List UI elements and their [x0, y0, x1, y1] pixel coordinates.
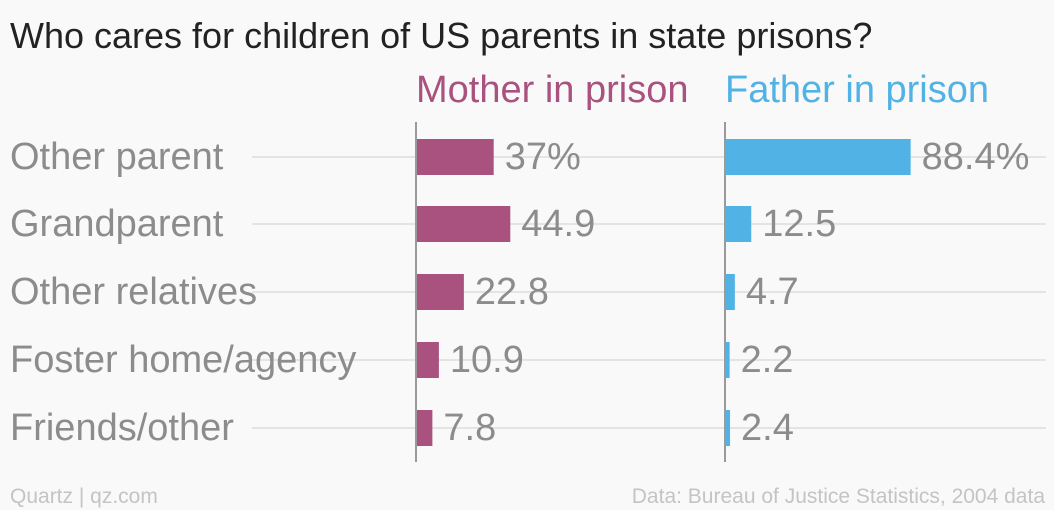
bar-father-in-prison-other-relatives — [725, 274, 735, 310]
bar-mother-in-prison-other-relatives — [416, 274, 464, 310]
bar-mother-in-prison-foster-home-agency — [416, 342, 439, 378]
value-label-mother-in-prison-grandparent: 44.9 — [521, 203, 595, 245]
bar-mother-in-prison-grandparent — [416, 206, 511, 242]
value-label-father-in-prison-grandparent: 12.5 — [762, 203, 836, 245]
panel-mother: Mother in prison 37% 44.9 22.8 10.9 7.8 — [415, 69, 688, 462]
category-label-friends-other: Friends/other — [10, 407, 234, 449]
panel-father: Father in prison 88.4% 12.5 4.7 2.2 2.4 — [724, 69, 1030, 462]
value-label-father-in-prison-friends-other: 2.4 — [741, 407, 794, 449]
value-label-mother-in-prison-friends-other: 7.8 — [443, 407, 496, 449]
bar-father-in-prison-foster-home-agency — [725, 342, 730, 378]
category-label-other-parent: Other parent — [10, 136, 224, 178]
bar-father-in-prison-grandparent — [725, 206, 752, 242]
category-label-grandparent: Grandparent — [10, 203, 224, 245]
panel-title-mother-in-prison: Mother in prison — [416, 69, 688, 111]
category-label-foster-home-agency: Foster home/agency — [10, 339, 356, 381]
value-label-father-in-prison-other-parent: 88.4% — [922, 136, 1030, 178]
value-label-mother-in-prison-other-relatives: 22.8 — [475, 271, 549, 313]
gridlines — [252, 156, 1046, 429]
footer-source-right: Data: Bureau of Justice Statistics, 2004… — [632, 485, 1046, 508]
panel-title-father-in-prison: Father in prison — [725, 69, 989, 111]
footer-source-left: Quartz | qz.com — [10, 485, 158, 508]
bar-father-in-prison-other-parent — [725, 139, 911, 175]
chart-title: Who cares for children of US parents in … — [10, 15, 872, 56]
bar-father-in-prison-friends-other — [725, 410, 731, 446]
bar-mother-in-prison-other-parent — [416, 139, 494, 175]
value-label-father-in-prison-other-relatives: 4.7 — [746, 271, 799, 313]
value-label-mother-in-prison-other-parent: 37% — [505, 136, 581, 178]
category-labels: Other parent Grandparent Other relatives Fo… — [10, 136, 356, 449]
value-label-mother-in-prison-foster-home-agency: 10.9 — [450, 339, 524, 381]
category-label-other-relatives: Other relatives — [10, 271, 257, 313]
value-label-father-in-prison-foster-home-agency: 2.2 — [741, 339, 794, 381]
bar-mother-in-prison-friends-other — [416, 410, 433, 446]
